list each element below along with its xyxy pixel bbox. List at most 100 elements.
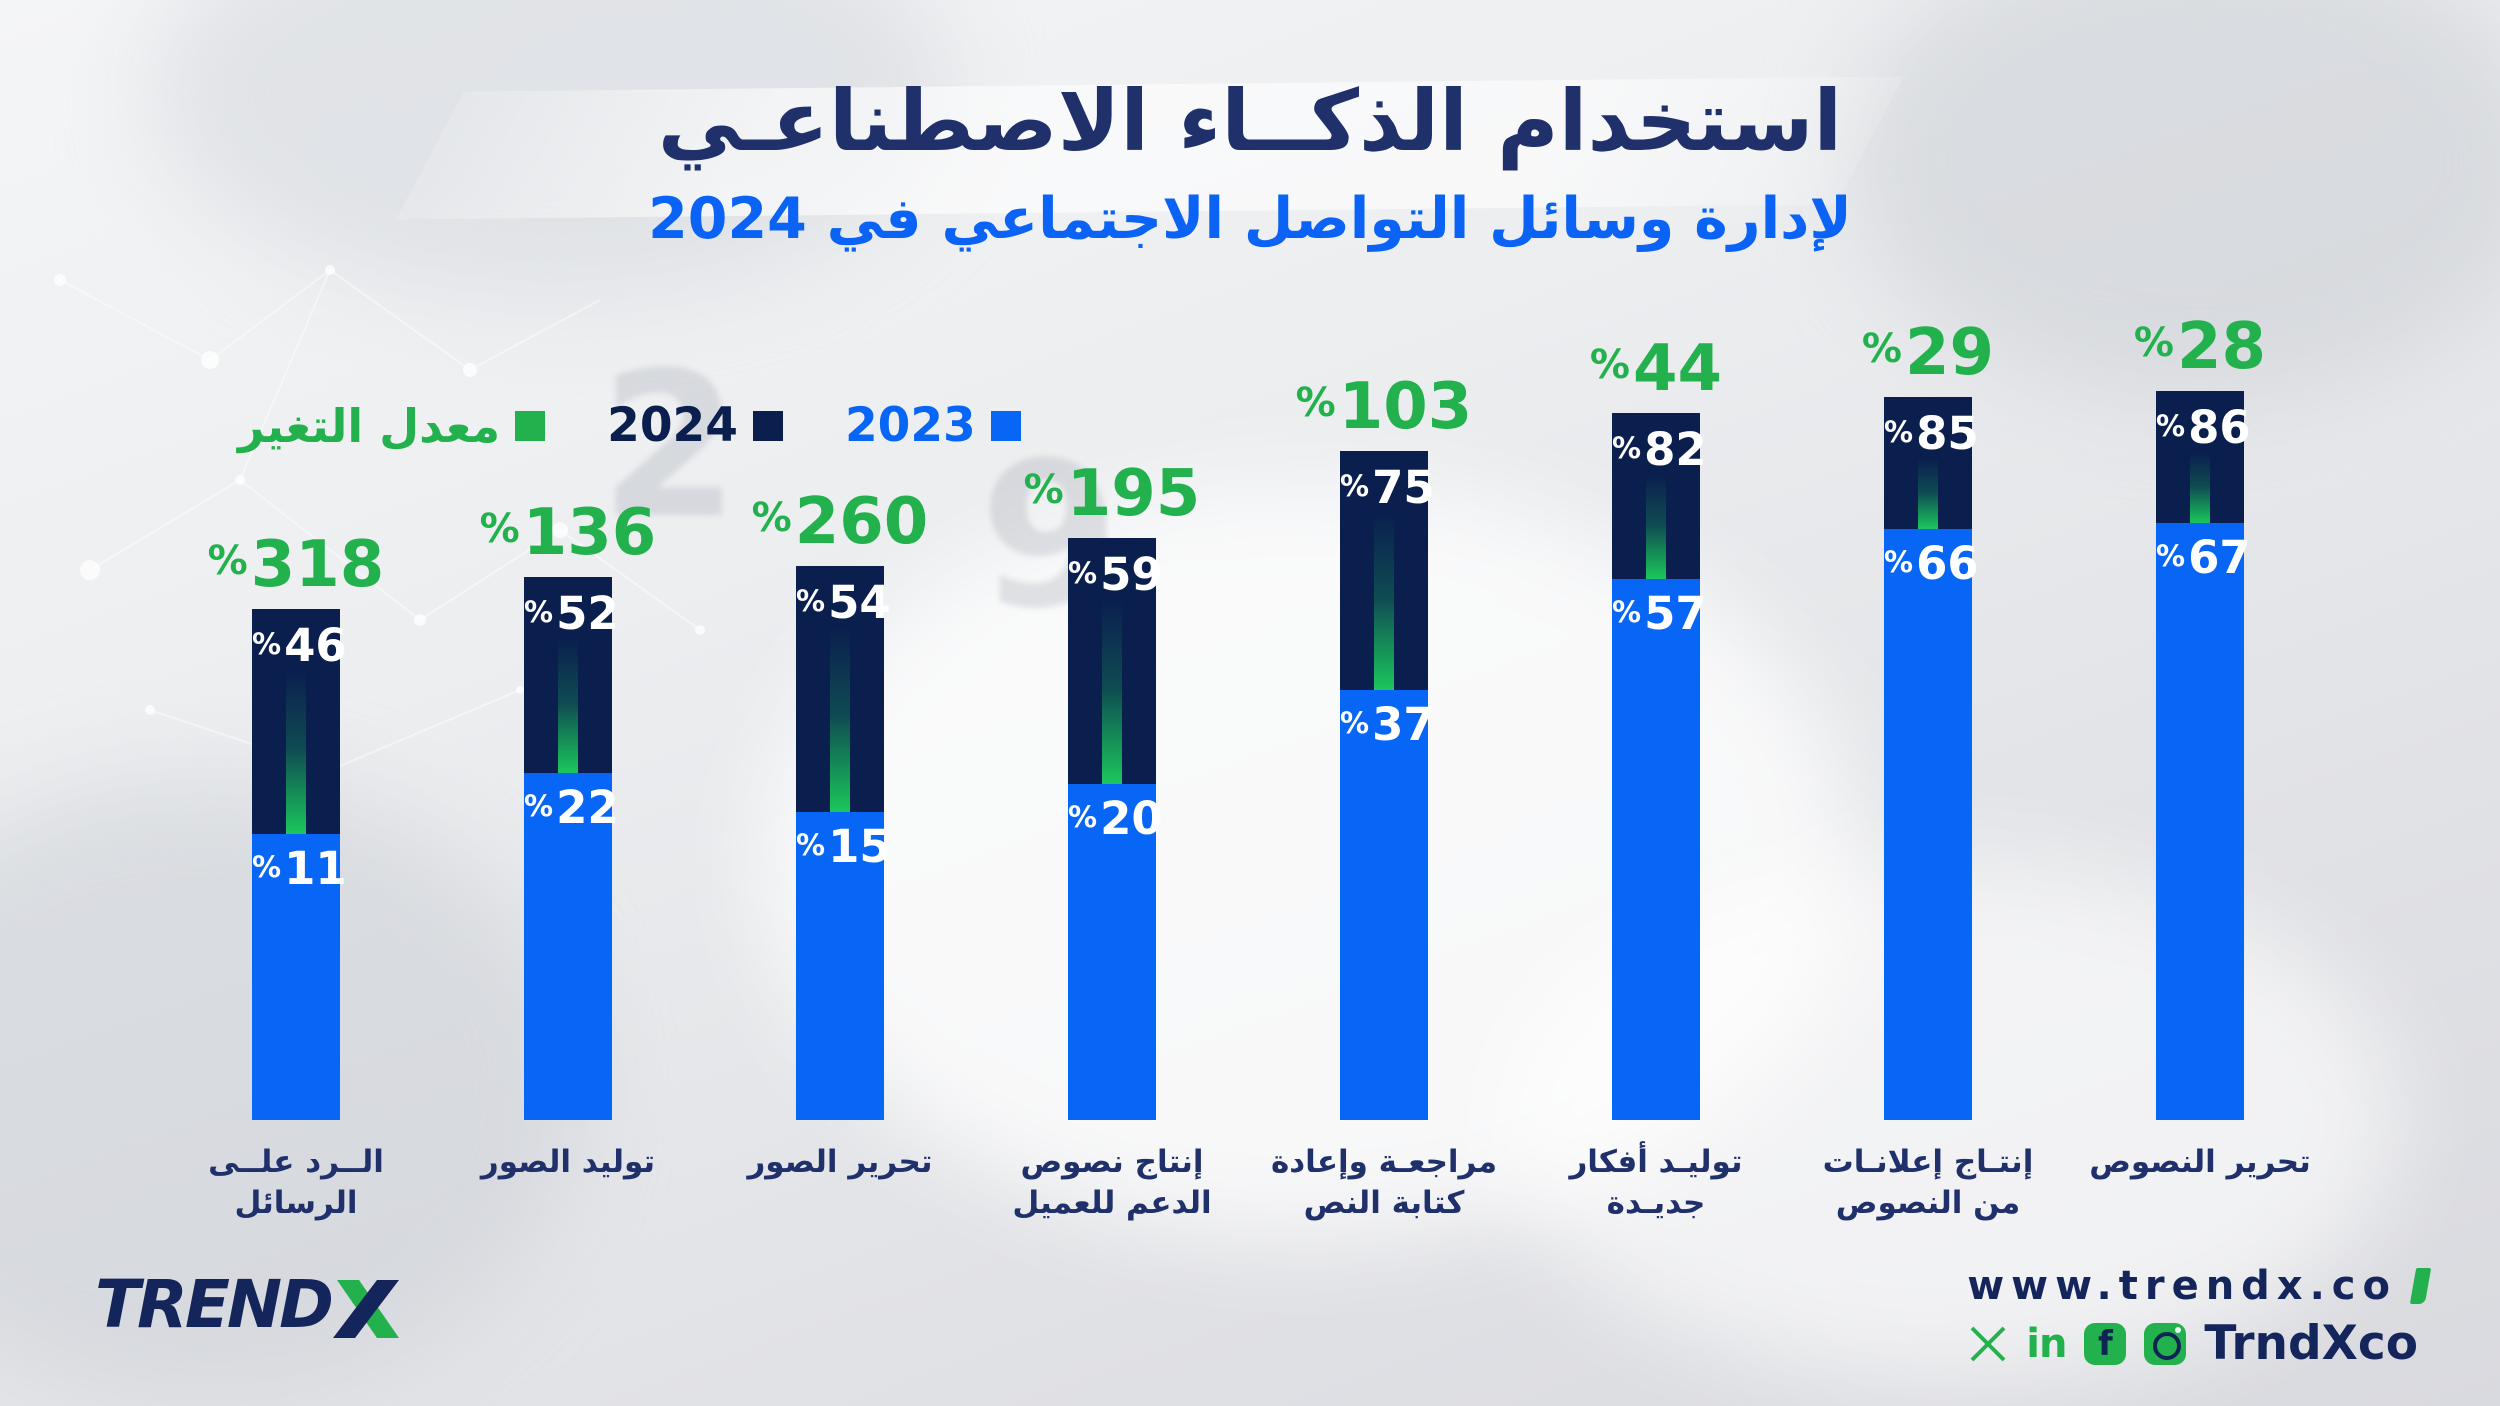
category-label: تحرير الصور	[700, 1142, 980, 1183]
growth-stripe-decoration	[1102, 600, 1122, 784]
growth-stripe-decoration	[1646, 475, 1666, 579]
website-link[interactable]: www.trendx.co	[1967, 1263, 2397, 1309]
legend-swatch-2023	[990, 410, 1021, 441]
bar-segment-2024: %46	[252, 609, 347, 834]
change-rate-value: %44	[1589, 332, 1723, 406]
bar-segment-2024: %54	[796, 566, 891, 812]
change-rate-value: %29	[1861, 316, 1995, 390]
category-label-line: الدعم للعميل	[1012, 1184, 1212, 1221]
category-label-line: توليد الصور	[480, 1144, 656, 1180]
category-label-line: تحرير النصوص	[2089, 1144, 2311, 1180]
value-2023: %57	[1612, 587, 1707, 640]
brand-x-mark-icon	[332, 1280, 399, 1338]
legend-label-2023: 2023	[844, 398, 976, 453]
change-rate-label: %28	[2134, 315, 2266, 379]
page-subtitle: لإدارة وسائل التواصل الاجتماعي في 2024	[648, 186, 1852, 252]
value-2023: %22	[524, 781, 619, 834]
bar-segment-2023: %11	[252, 834, 347, 1120]
website-row: www.trendx.co	[1967, 1263, 2432, 1309]
change-rate-value: %195	[1023, 457, 1201, 531]
bar-segment-2024: %75	[1340, 451, 1435, 690]
bar-segment-2023: %57	[1612, 579, 1707, 1120]
change-rate-value: %136	[479, 496, 657, 570]
bar-segment-2024: %82	[1612, 413, 1707, 579]
legend-swatch-change-rate	[515, 410, 546, 441]
category-label: إنتـاج إعلانـات من النصوص	[1788, 1142, 2068, 1224]
growth-stripe-decoration	[558, 639, 578, 773]
value-2024: %86	[2156, 401, 2251, 454]
bar-segment-2024: %85	[1884, 397, 1979, 529]
bar-segment-2023: %37	[1340, 690, 1435, 1120]
growth-stripe-decoration	[286, 671, 306, 834]
growth-stripe-decoration	[2190, 453, 2210, 523]
change-rate-value: %318	[207, 528, 385, 602]
change-rate-label: %195	[1024, 462, 1201, 526]
category-label: الــرد علــى الرسائل	[156, 1142, 436, 1224]
category-label: إنتاج نصوص الدعم للعميل	[972, 1142, 1252, 1224]
value-2023: %67	[2156, 531, 2251, 584]
category-label-line: الرسائل	[234, 1184, 358, 1221]
category-label-line: جديـدة	[1606, 1184, 1706, 1221]
legend-label-change-rate: معدل التغير	[238, 398, 501, 453]
bar-segment-2023: %20	[1068, 784, 1163, 1120]
category-label-line: من النصوص	[1835, 1184, 2021, 1221]
change-rate-label: %29	[1862, 321, 1994, 385]
value-2024: %54	[796, 576, 891, 629]
category-label-line: الــرد علــى	[208, 1144, 384, 1180]
social-handle[interactable]: TrndXco	[2204, 1316, 2418, 1371]
category-label-line: إنتاج نصوص	[1020, 1144, 1204, 1180]
category-label-line: مراجعـة وإعادة	[1270, 1144, 1498, 1180]
brand-logo: TREND	[95, 1272, 399, 1338]
growth-stripe-decoration	[830, 628, 850, 812]
legend: 2023 2024 معدل التغير	[238, 398, 1021, 453]
category-label: توليـد أفكار جديـدة	[1516, 1142, 1796, 1224]
x-twitter-icon[interactable]	[1968, 1324, 2008, 1364]
value-2023: %37	[1340, 698, 1435, 751]
bar-column-0: %318 %46 %11	[208, 533, 384, 1120]
bar-column-4: %103 %75 %37	[1296, 375, 1472, 1120]
bar-segment-2023: %66	[1884, 529, 1979, 1120]
linkedin-icon[interactable]: in	[2026, 1320, 2067, 1367]
change-rate-label: %260	[752, 490, 929, 554]
legend-item-2023: 2023	[845, 398, 1021, 453]
bar-column-3: %195 %59 %20	[1024, 462, 1200, 1120]
social-row: in f TrndXco	[1968, 1320, 2428, 1367]
bar-column-7: %28 %86 %67	[2134, 315, 2266, 1120]
category-label-line: تحرير الصور	[747, 1144, 933, 1180]
category-label: توليد الصور	[428, 1142, 708, 1183]
bar-segment-2024: %86	[2156, 391, 2251, 523]
growth-stripe-decoration	[1918, 459, 1938, 529]
change-rate-value: %103	[1295, 370, 1473, 444]
bar-segment-2023: %15	[796, 812, 891, 1120]
bar-column-6: %29 %85 %66	[1862, 321, 1994, 1120]
change-rate-label: %44	[1590, 337, 1722, 401]
category-label-line: إنتـاج إعلانـات	[1822, 1144, 2034, 1180]
change-rate-value: %28	[2133, 310, 2267, 384]
instagram-icon[interactable]	[2144, 1322, 2187, 1365]
bar-column-2: %260 %54 %15	[752, 490, 928, 1120]
change-rate-label: %318	[208, 533, 385, 597]
value-2023: %20	[1068, 792, 1163, 845]
value-2023: %66	[1884, 537, 1979, 590]
value-2024: %46	[252, 619, 347, 672]
category-label-line: كتابة النص	[1303, 1184, 1465, 1221]
page-title: استخدام الذكــاء الاصطناعـي	[657, 72, 1843, 170]
value-2023: %15	[796, 820, 891, 873]
value-2024: %85	[1884, 407, 1979, 460]
value-2023: %11	[252, 842, 347, 895]
legend-item-2024: 2024	[607, 398, 783, 453]
legend-item-change-rate: معدل التغير	[238, 398, 546, 453]
legend-label-2024: 2024	[607, 398, 738, 453]
bar-segment-2024: %59	[1068, 538, 1163, 784]
value-2024: %82	[1612, 423, 1707, 476]
footer-contact-block: www.trendx.co in f TrndXco	[1967, 1263, 2432, 1367]
green-accent-mark-icon	[2409, 1268, 2432, 1304]
change-rate-label: %103	[1296, 375, 1473, 439]
value-2024: %75	[1340, 461, 1435, 514]
change-rate-label: %136	[480, 501, 657, 565]
brand-logo-text: TREND	[95, 1266, 334, 1343]
category-label-line: توليـد أفكار	[1569, 1144, 1743, 1180]
facebook-icon[interactable]: f	[2084, 1322, 2127, 1365]
value-2024: %52	[524, 587, 619, 640]
